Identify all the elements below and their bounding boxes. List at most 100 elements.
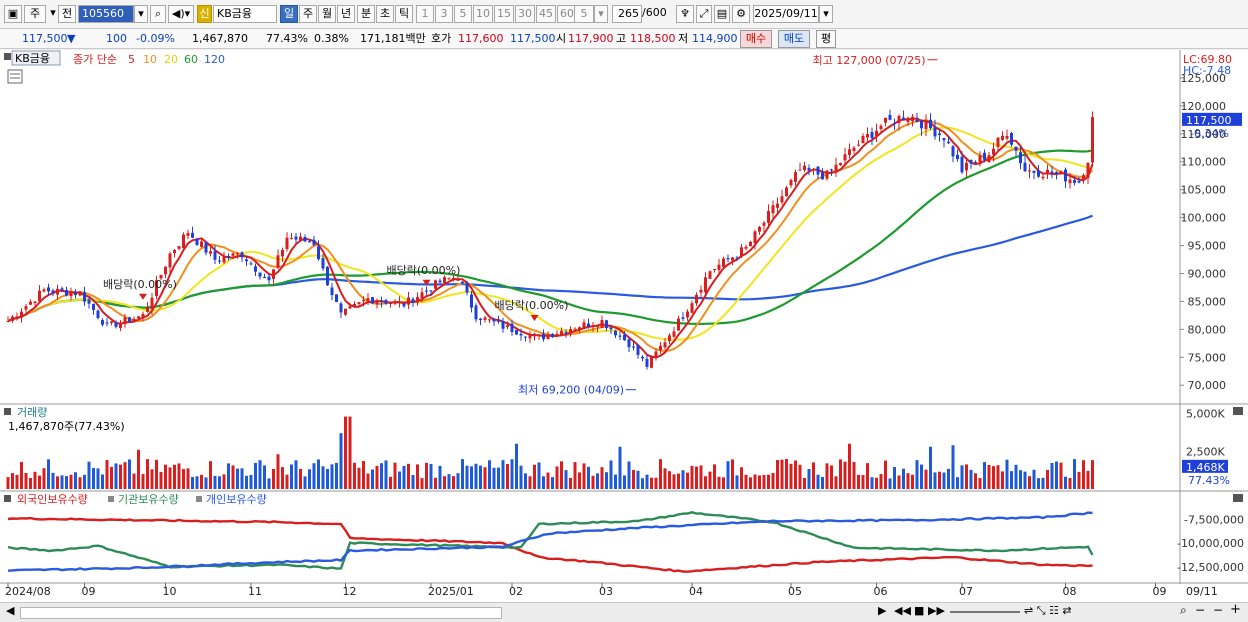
period-year[interactable]: 년 xyxy=(337,5,355,23)
volume-bar xyxy=(249,474,253,489)
volume-bar xyxy=(767,474,770,489)
volume-bar xyxy=(375,465,379,489)
volume-bar xyxy=(569,477,572,489)
volume-bar xyxy=(105,460,109,489)
sell-button[interactable]: 매도 xyxy=(778,30,810,48)
candle xyxy=(429,290,433,292)
volume-bar xyxy=(893,467,896,489)
panel-handle-icon[interactable] xyxy=(4,53,11,60)
volume-bar xyxy=(771,472,775,489)
count-input[interactable]: 265 xyxy=(612,5,642,23)
volume-bar xyxy=(510,459,514,489)
eval-button[interactable]: 평 xyxy=(816,30,836,48)
volume-bar xyxy=(447,474,451,489)
buy-button[interactable]: 매수 xyxy=(740,30,772,48)
window-menu-icon[interactable]: ▣ xyxy=(4,5,22,23)
candle xyxy=(735,257,739,259)
interval-5[interactable]: 5 xyxy=(454,5,472,23)
volume-title: 거래량 xyxy=(17,406,47,419)
stock-name[interactable]: KB금융 xyxy=(213,5,277,23)
volume-bar xyxy=(330,464,334,489)
date-input[interactable]: 2025/09/11 xyxy=(753,5,819,23)
search-icon[interactable]: ⌕ xyxy=(150,5,166,23)
ask-label: 호가 xyxy=(431,32,452,45)
volume-bar xyxy=(780,459,784,489)
volume-bar xyxy=(659,459,662,489)
volume-bar xyxy=(897,475,901,489)
table-toggle-icon[interactable] xyxy=(7,69,23,84)
volume-bar xyxy=(402,465,406,489)
volume-bar xyxy=(479,465,482,489)
forward-icon[interactable]: ▶▶ xyxy=(928,604,945,617)
ma-legend-5: 5 xyxy=(128,53,135,66)
calendar-dropdown-icon[interactable]: ▾ xyxy=(819,5,833,23)
volume-panel-handle-icon[interactable] xyxy=(4,408,11,415)
candle xyxy=(173,249,176,253)
volume-bar xyxy=(470,466,473,489)
interval-3[interactable]: 3 xyxy=(435,5,453,23)
dividend-arrow xyxy=(139,293,147,300)
interval-45[interactable]: 45 xyxy=(536,5,556,23)
scroll-tool-icon[interactable]: ⇌ ⤡ ☷ ⇄ xyxy=(1024,604,1072,617)
unit-dropdown-icon[interactable]: ▾ xyxy=(594,5,608,23)
candle xyxy=(771,205,775,214)
code-dropdown-icon[interactable]: ▾ xyxy=(134,5,148,23)
interval-15[interactable]: 15 xyxy=(494,5,514,23)
volume-bar xyxy=(1001,471,1004,489)
volume-bar xyxy=(461,459,464,489)
volume-bar xyxy=(65,476,68,489)
code-input[interactable]: 105560 xyxy=(78,5,134,23)
volume-panel-close-icon[interactable] xyxy=(1233,407,1243,415)
candle xyxy=(533,333,536,337)
zoom-slider[interactable] xyxy=(950,611,1020,613)
sound-icon[interactable]: ◀)▾ xyxy=(168,5,194,23)
holdings-panel-close-icon[interactable] xyxy=(1233,494,1243,502)
gear-icon[interactable]: ⚙ xyxy=(732,5,750,23)
rewind-icon[interactable]: ◀◀ xyxy=(894,604,911,617)
indicator-icon[interactable]: ♆ xyxy=(676,5,694,23)
prev-button[interactable]: 전 xyxy=(58,5,76,23)
volume-bar xyxy=(1041,477,1045,489)
period-month[interactable]: 월 xyxy=(318,5,336,23)
holdings-panel-handle-icon[interactable] xyxy=(4,495,11,502)
volume-bar xyxy=(1019,470,1022,489)
save-icon[interactable]: ▤ xyxy=(714,5,730,23)
period-day[interactable]: 일 xyxy=(280,5,298,23)
market-select[interactable]: 주 xyxy=(24,5,46,23)
zoom-reset-icon[interactable]: − xyxy=(1213,603,1224,617)
interval-10[interactable]: 10 xyxy=(473,5,493,23)
volume-bar xyxy=(389,476,392,489)
draw-tool-icon[interactable]: ⤢ xyxy=(696,5,712,23)
period-second[interactable]: 초 xyxy=(376,5,394,23)
volume-bar xyxy=(722,477,725,489)
period-week[interactable]: 주 xyxy=(299,5,317,23)
ma-legend-60: 60 xyxy=(184,53,198,66)
price-tick-label: 105,000 xyxy=(1181,184,1227,197)
candle xyxy=(222,256,226,263)
volume-bar xyxy=(393,462,397,489)
zoom-in-icon[interactable]: + xyxy=(1230,602,1241,617)
volume-bar xyxy=(483,467,487,489)
chart-scrollbar[interactable]: ◀ ▶ ◀◀ ■ ▶▶ ⇌ ⤡ ☷ ⇄ ⌕ − − + xyxy=(0,602,1248,622)
market-dropdown-icon[interactable]: ▾ xyxy=(50,6,56,19)
scroll-left-icon[interactable]: ◀ xyxy=(6,604,15,617)
interval-30[interactable]: 30 xyxy=(515,5,535,23)
unit-input[interactable]: 5 xyxy=(574,5,594,23)
candle xyxy=(510,323,514,333)
scroll-thumb[interactable] xyxy=(20,607,502,619)
candle xyxy=(398,301,401,303)
stop-icon[interactable]: ■ xyxy=(914,604,925,617)
scroll-right-icon[interactable]: ▶ xyxy=(878,604,887,617)
volume-bar xyxy=(924,469,928,489)
stock-chart[interactable]: 70,000 75,000 80,000 85,000 90,000 95,000 100,… xyxy=(0,50,1248,602)
zoom-search-icon[interactable]: ⌕ xyxy=(1180,603,1187,617)
interval-1[interactable]: 1 xyxy=(416,5,434,23)
candle xyxy=(996,137,1000,147)
candle xyxy=(69,292,73,297)
volume-bar xyxy=(645,474,649,489)
period-minute[interactable]: 분 xyxy=(357,5,375,23)
period-tick[interactable]: 틱 xyxy=(395,5,413,23)
zoom-out-icon[interactable]: − xyxy=(1195,603,1206,617)
candle xyxy=(942,138,946,141)
candle xyxy=(1005,135,1009,139)
